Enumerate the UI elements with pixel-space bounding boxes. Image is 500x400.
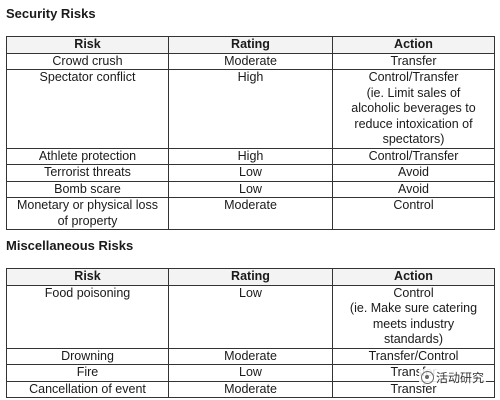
cell-rating: Moderate: [168, 347, 333, 365]
cell-risk: Terrorist threats: [6, 164, 169, 182]
cell-rating: Low: [168, 284, 333, 349]
cell-text: Spectator conflict: [39, 70, 136, 84]
table-row: Drowning Moderate Transfer/Control: [6, 347, 495, 365]
cell-rating: Moderate: [168, 380, 333, 398]
cell-text: alcoholic beverages to: [351, 101, 476, 115]
cell-text: spectators): [382, 132, 445, 146]
miscellaneous-risks-table: Risk Rating Action Food poisoning Low Cont…: [6, 268, 495, 398]
cell-action: Transfer/Control: [332, 347, 495, 365]
cell-action: Control/Transfer: [332, 147, 495, 165]
cell-text: Control/Transfer: [368, 148, 459, 163]
cell-text: Moderate: [224, 348, 277, 363]
cell-text: Terrorist threats: [44, 165, 131, 179]
cell-action: Avoid: [332, 164, 495, 182]
table-row: Spectator conflict High Control/Transfer (i…: [6, 69, 495, 149]
cell-action: Transfer: [332, 52, 495, 70]
table-row: Fire Low Transfer: [6, 364, 495, 382]
cell-text: reduce intoxication of: [354, 116, 473, 131]
table-header-row: Risk Rating Action: [6, 36, 495, 54]
watermark-text: 活动研究: [435, 371, 484, 385]
column-header-risk: Risk: [6, 36, 169, 54]
cell-text: Avoid: [397, 165, 430, 179]
table-header-row: Risk Rating Action: [6, 268, 495, 286]
cell-risk: Monetary or physical loss of property: [6, 197, 169, 230]
cell-text: High: [237, 70, 264, 84]
cell-risk: Athlete protection: [6, 147, 169, 165]
cell-text: standards): [383, 332, 444, 346]
cell-text: of property: [57, 213, 118, 228]
cell-text: meets industry: [372, 316, 455, 331]
cell-text: Control: [393, 285, 434, 300]
cell-text: Low: [239, 285, 262, 300]
cell-rating: Low: [168, 180, 333, 198]
watermark: 活动研究: [418, 369, 486, 386]
cell-text: Athlete protection: [38, 148, 137, 163]
cell-action: Control (ie. Make sure catering meets indu…: [332, 284, 495, 349]
cell-text: Drowning: [61, 348, 114, 363]
cell-text: (ie. Make sure catering: [349, 301, 478, 315]
table-row: Athlete protection High Control/Transfer: [6, 147, 495, 165]
table-row: Terrorist threats Low Avoid: [6, 164, 495, 182]
cell-rating: Moderate: [168, 197, 333, 230]
cell-text: (ie. Limit sales of: [366, 85, 461, 100]
column-header-action: Action: [332, 268, 495, 286]
cell-risk: Cancellation of event: [6, 380, 169, 398]
cell-risk: Fire: [6, 364, 169, 382]
miscellaneous-risks-title: Miscellaneous Risks: [6, 238, 134, 253]
cell-rating: Low: [168, 164, 333, 182]
cell-rating: Moderate: [168, 52, 333, 70]
cell-text: Control: [393, 198, 434, 212]
cell-text: Moderate: [224, 381, 277, 396]
cell-risk: Crowd crush: [6, 52, 169, 70]
cell-text: Fire: [76, 365, 99, 379]
column-header-rating: Rating: [168, 36, 333, 54]
cell-action: Control: [332, 197, 495, 230]
cell-rating: Low: [168, 364, 333, 382]
column-header-risk: Risk: [6, 268, 169, 286]
table-row: Bomb scare Low Avoid: [6, 180, 495, 198]
column-header-action: Action: [332, 36, 495, 54]
cell-text: Low: [239, 165, 262, 179]
security-risks-title: Security Risks: [6, 6, 96, 21]
cell-action: Control/Transfer (ie. Limit sales of alcoh…: [332, 69, 495, 149]
wechat-icon: [420, 371, 434, 384]
cell-rating: High: [168, 147, 333, 165]
cell-risk: Food poisoning: [6, 284, 169, 349]
cell-risk: Drowning: [6, 347, 169, 365]
cell-text: Bomb scare: [54, 181, 121, 196]
cell-text: High: [237, 148, 264, 163]
cell-text: Moderate: [224, 53, 277, 68]
security-risks-section: Security Risks Risk Rating Action Crowd …: [6, 6, 495, 230]
table-row: Crowd crush Moderate Transfer: [6, 52, 495, 70]
cell-rating: High: [168, 69, 333, 149]
security-risks-table: Risk Rating Action Crowd crush Moderate Tr…: [6, 36, 495, 230]
cell-action: Avoid: [332, 180, 495, 198]
cell-text: Food poisoning: [44, 285, 131, 300]
cell-text: Low: [239, 365, 262, 379]
table-row: Food poisoning Low Control (ie. Make sure c…: [6, 284, 495, 349]
cell-risk: Bomb scare: [6, 180, 169, 198]
miscellaneous-risks-section: Miscellaneous Risks Risk Rating Action F…: [6, 238, 495, 398]
cell-text: Cancellation of event: [29, 381, 146, 396]
cell-text: Transfer: [390, 53, 437, 68]
cell-text: Crowd crush: [52, 53, 123, 68]
cell-text: Low: [239, 181, 262, 196]
column-header-rating: Rating: [168, 268, 333, 286]
cell-text: Transfer/Control: [368, 348, 459, 363]
cell-text: Monetary or physical loss: [16, 198, 159, 212]
cell-text: Control/Transfer: [368, 70, 459, 84]
cell-text: Moderate: [224, 198, 277, 212]
cell-text: Avoid: [397, 181, 430, 196]
table-row: Monetary or physical loss of property Mode…: [6, 197, 495, 230]
cell-risk: Spectator conflict: [6, 69, 169, 149]
